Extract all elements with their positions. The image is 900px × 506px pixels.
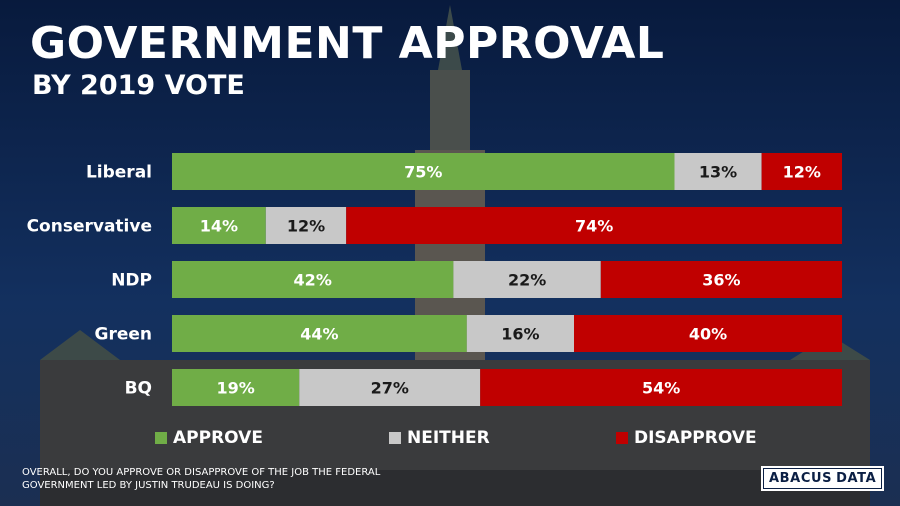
logo-text-data: DATA xyxy=(836,471,877,486)
data-label-bq-approve: 19% xyxy=(217,379,255,398)
category-label-bq: BQ xyxy=(125,379,152,399)
data-label-green-neither: 16% xyxy=(501,325,539,344)
bar-bq-approve xyxy=(172,369,300,406)
category-label-conservative: Conservative xyxy=(27,217,152,237)
logo-text-abacus: ABACUS xyxy=(769,471,833,486)
bar-liberal-approve xyxy=(172,153,675,190)
bar-green-neither xyxy=(466,315,574,352)
bar-liberal-neither xyxy=(674,153,762,190)
legend-swatch-approve xyxy=(155,432,167,444)
bar-green-disapprove xyxy=(574,315,842,352)
data-label-liberal-approve: 75% xyxy=(404,163,442,182)
bar-ndp-approve xyxy=(172,261,454,298)
bar-bq-disapprove xyxy=(480,369,842,406)
abacus-data-logo: ABACUS DATA xyxy=(761,466,885,491)
bar-conservative-approve xyxy=(172,207,266,244)
bar-conservative-disapprove xyxy=(346,207,842,244)
survey-question: OVERALL, DO YOU APPROVE OR DISAPPROVE OF… xyxy=(22,467,381,491)
category-label-green: Green xyxy=(95,325,153,345)
data-label-green-approve: 44% xyxy=(300,325,338,344)
data-label-ndp-approve: 42% xyxy=(294,271,332,290)
legend-item-approve: APPROVE xyxy=(155,428,263,448)
category-label-ndp: NDP xyxy=(111,271,152,291)
legend-label-neither: NEITHER xyxy=(407,428,490,448)
data-label-ndp-neither: 22% xyxy=(508,271,546,290)
data-label-liberal-neither: 13% xyxy=(699,163,737,182)
legend-swatch-neither xyxy=(389,432,401,444)
chart-title: GOVERNMENT APPROVAL xyxy=(30,18,665,69)
bar-ndp-disapprove xyxy=(600,261,842,298)
bar-ndp-neither xyxy=(453,261,601,298)
data-label-bq-disapprove: 54% xyxy=(642,379,680,398)
data-label-conservative-approve: 14% xyxy=(200,217,238,236)
chart-subtitle: BY 2019 VOTE xyxy=(32,70,245,101)
legend-label-disapprove: DISAPPROVE xyxy=(634,428,757,448)
data-label-green-disapprove: 40% xyxy=(689,325,727,344)
data-label-liberal-disapprove: 12% xyxy=(783,163,821,182)
legend-label-approve: APPROVE xyxy=(173,428,263,448)
bar-bq-neither xyxy=(299,369,481,406)
data-label-ndp-disapprove: 36% xyxy=(702,271,740,290)
legend-item-disapprove: DISAPPROVE xyxy=(616,428,757,448)
bar-green-approve xyxy=(172,315,467,352)
legend-item-neither: NEITHER xyxy=(389,428,490,448)
data-label-conservative-disapprove: 74% xyxy=(575,217,613,236)
data-label-bq-neither: 27% xyxy=(371,379,409,398)
bar-conservative-neither xyxy=(265,207,347,244)
legend: APPROVE NEITHER DISAPPROVE xyxy=(0,428,900,452)
legend-swatch-disapprove xyxy=(616,432,628,444)
category-label-liberal: Liberal xyxy=(86,163,152,183)
bar-liberal-disapprove xyxy=(761,153,842,190)
data-label-conservative-neither: 12% xyxy=(287,217,325,236)
